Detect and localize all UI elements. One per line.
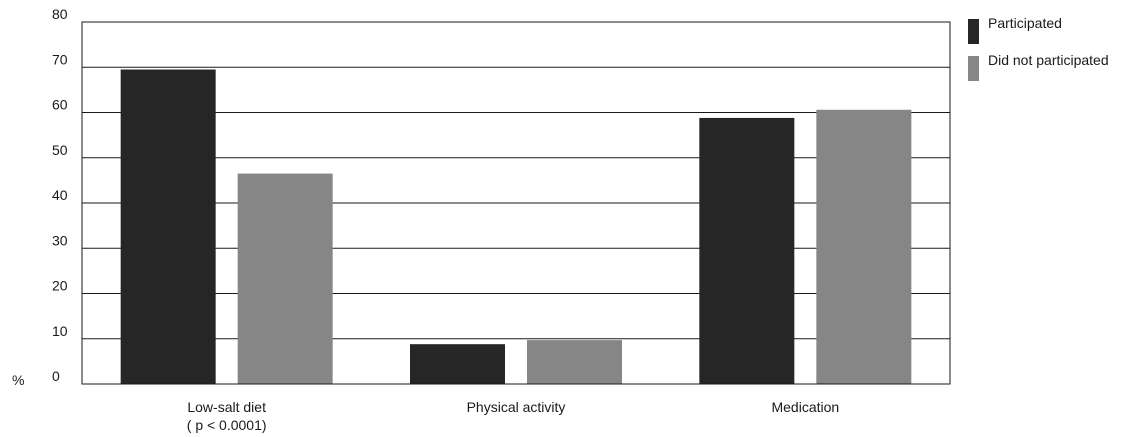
y-tick-label: 30 [52,232,68,248]
bars [120,69,912,385]
bar-participated [699,117,795,385]
plot-frame [81,21,951,385]
x-category-label: Low-salt diet [187,399,266,415]
x-category-label: Medication [771,399,839,415]
y-axis-label: % [12,372,24,388]
legend: Participated Did not participated [968,14,1109,88]
y-axis-ticks: 0 10 20 30 40 50 60 70 80 [52,6,68,384]
bar-participated [410,344,505,384]
x-category-sublabel: ( p < 0.0001) [187,417,267,433]
x-axis-labels: Low-salt diet ( p < 0.0001) Physical activ… [187,399,839,433]
bar-participated [120,69,216,384]
y-tick-label: 50 [52,142,68,158]
bar-did-not-participated [237,173,333,384]
y-tick-label: 40 [52,187,68,203]
legend-swatch-participated [968,19,979,44]
y-tick-label: 80 [52,6,68,22]
y-tick-label: 10 [52,323,68,339]
gridlines [82,66,950,340]
y-tick-label: 70 [52,51,68,67]
legend-swatch-did-not-participated [968,56,979,81]
bar-did-not-participated [527,340,622,384]
y-tick-label: 20 [52,278,68,294]
bar-did-not-participated [816,109,912,384]
legend-item-participated: Participated [968,14,1109,51]
y-tick-label: 0 [52,368,60,384]
x-category-label: Physical activity [467,399,566,415]
y-tick-label: 60 [52,97,68,113]
legend-label-did-not-participated: Did not participated [988,52,1109,68]
legend-label-participated: Participated [988,15,1062,31]
legend-item-did-not-participated: Did not participated [968,51,1109,88]
